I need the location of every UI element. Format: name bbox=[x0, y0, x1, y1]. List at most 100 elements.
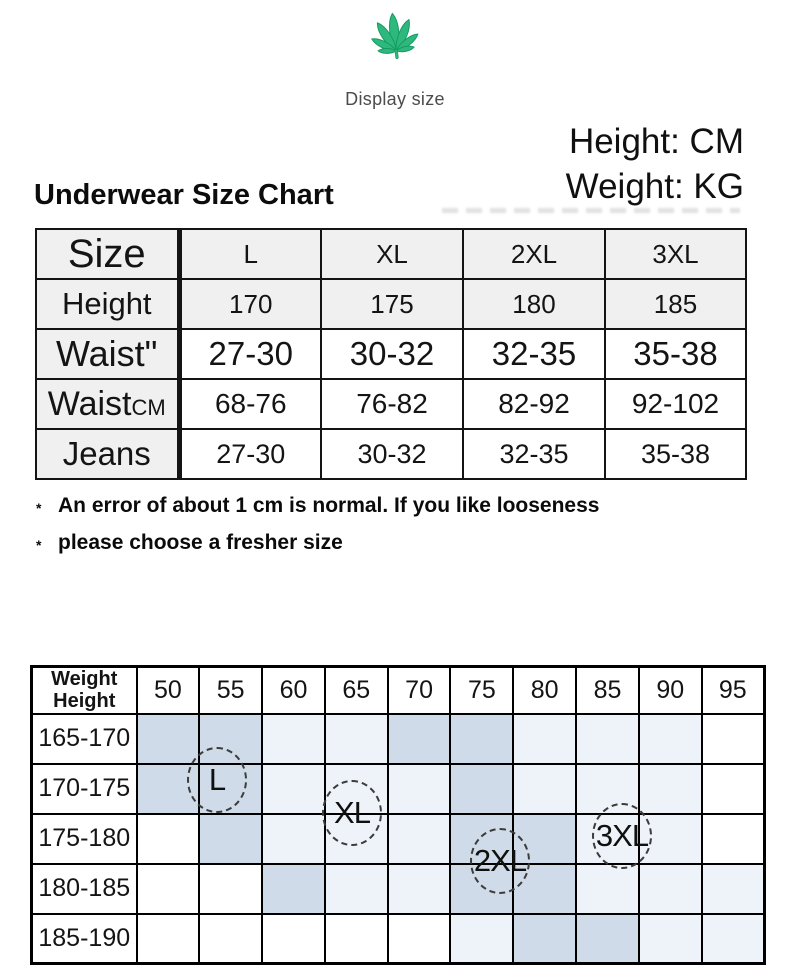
matrix-cell bbox=[386, 912, 452, 965]
note-text: An error of about 1 cm is normal. If you… bbox=[58, 494, 600, 517]
size-table-row-jeans: Jeans 27-30 30-32 32-35 35-38 bbox=[35, 428, 747, 480]
matrix-cell bbox=[449, 912, 515, 965]
matrix-weight-header: 75 bbox=[449, 665, 515, 715]
size-table-value-cell: 35-38 bbox=[604, 328, 747, 380]
matrix-row: 180-185 bbox=[30, 862, 766, 915]
matrix-cell bbox=[261, 912, 326, 965]
matrix-cell bbox=[135, 912, 201, 965]
matrix-cell bbox=[700, 712, 766, 765]
matrix-cell bbox=[575, 712, 640, 765]
matrix-cell bbox=[700, 762, 766, 815]
matrix-row: 175-180 bbox=[30, 812, 766, 865]
size-table-value-cell: 76-82 bbox=[320, 378, 464, 430]
note-line: * An error of about 1 cm is normal. If yo… bbox=[36, 492, 599, 522]
size-table-value-cell: 185 bbox=[604, 278, 747, 330]
matrix-weight-header: 85 bbox=[575, 665, 640, 715]
matrix-cell bbox=[386, 762, 452, 815]
row-label-text: Waist bbox=[47, 384, 132, 423]
corner-weight-label: Weight bbox=[51, 668, 118, 691]
matrix-cell bbox=[575, 912, 640, 965]
matrix-cell bbox=[700, 912, 766, 965]
matrix-cell bbox=[261, 712, 326, 765]
matrix-height-label: 165-170 bbox=[30, 712, 138, 765]
matrix-cell bbox=[198, 862, 264, 915]
matrix-cell bbox=[637, 712, 703, 765]
matrix-corner-cell: Weight Height bbox=[30, 665, 138, 715]
units-weight-line: Weight: KG bbox=[565, 167, 744, 206]
size-table-row-label: WaistCM bbox=[35, 378, 182, 430]
matrix-cell bbox=[512, 762, 578, 815]
matrix-weight-header: 60 bbox=[261, 665, 326, 715]
matrix-cell bbox=[512, 712, 578, 765]
size-table-value-cell: 170 bbox=[178, 278, 322, 330]
matrix-weight-header: 95 bbox=[700, 665, 766, 715]
matrix-cell bbox=[261, 862, 326, 915]
matrix-cell bbox=[135, 862, 201, 915]
matrix-cell bbox=[323, 912, 389, 965]
matrix-cell bbox=[386, 812, 452, 865]
size-region-circle: XL bbox=[322, 780, 382, 846]
matrix-height-label: 180-185 bbox=[30, 862, 138, 915]
size-table-corner-cell: Size bbox=[35, 228, 182, 280]
row-label-unit-suffix: CM bbox=[131, 394, 166, 420]
size-table-header-row: Size L XL 2XL 3XL bbox=[35, 228, 747, 280]
size-table-value-cell: 30-32 bbox=[320, 328, 464, 380]
matrix-cell bbox=[198, 812, 264, 865]
corner-height-label: Height bbox=[53, 690, 116, 713]
leaf-icon bbox=[356, 4, 434, 64]
height-weight-matrix: Weight Height 50 55 60 65 70 75 80 85 90 95 165-170 1… bbox=[30, 665, 766, 965]
size-table-value-cell: 180 bbox=[462, 278, 606, 330]
size-table-column-header: 3XL bbox=[604, 228, 747, 280]
matrix-cell bbox=[449, 762, 515, 815]
size-table-value-cell: 32-35 bbox=[462, 328, 606, 380]
size-table-value-cell: 92-102 bbox=[604, 378, 747, 430]
size-table-row-height: Height 170 175 180 185 bbox=[35, 278, 747, 330]
row-label-text: Jeans bbox=[62, 435, 151, 472]
matrix-height-label: 185-190 bbox=[30, 912, 138, 965]
units-header: Height: CM Weight: KG bbox=[566, 119, 744, 209]
note-line: * please choose a fresher size bbox=[36, 529, 599, 559]
matrix-cell bbox=[512, 912, 578, 965]
size-table-row-waist_cm: WaistCM 68-76 76-82 82-92 92-102 bbox=[35, 378, 747, 430]
matrix-cell bbox=[449, 712, 515, 765]
matrix-row: 170-175 bbox=[30, 762, 766, 815]
size-table-value-cell: 30-32 bbox=[320, 428, 464, 480]
size-table-row-waist_in: Waist" 27-30 30-32 32-35 35-38 bbox=[35, 328, 747, 380]
matrix-cell bbox=[512, 862, 578, 915]
matrix-row: 165-170 bbox=[30, 712, 766, 765]
matrix-cell bbox=[135, 812, 201, 865]
matrix-cell bbox=[386, 712, 452, 765]
matrix-cell bbox=[575, 862, 640, 915]
size-table-row-label: Height bbox=[35, 278, 182, 330]
asterisk-marker: * bbox=[36, 537, 42, 553]
size-region-circle: L bbox=[187, 747, 247, 813]
units-height-line: Height: CM bbox=[568, 122, 744, 161]
matrix-height-label: 170-175 bbox=[30, 762, 138, 815]
matrix-cell bbox=[700, 812, 766, 865]
matrix-cell bbox=[386, 862, 452, 915]
size-table-column-header: XL bbox=[320, 228, 464, 280]
matrix-weight-header: 90 bbox=[637, 665, 703, 715]
smudge-artifact bbox=[442, 208, 740, 213]
matrix-table: Weight Height 50 55 60 65 70 75 80 85 90 95 165-170 1… bbox=[30, 665, 766, 965]
page-title: Underwear Size Chart bbox=[34, 179, 334, 211]
display-size-caption: Display size bbox=[345, 89, 445, 109]
size-table-value-cell: 32-35 bbox=[462, 428, 606, 480]
note-text: please choose a fresher size bbox=[58, 531, 343, 554]
size-table-row-label: Waist" bbox=[35, 328, 182, 380]
size-table-value-cell: 35-38 bbox=[604, 428, 747, 480]
matrix-cell bbox=[323, 862, 389, 915]
matrix-cell bbox=[261, 812, 326, 865]
size-table-value-cell: 68-76 bbox=[178, 378, 322, 430]
notes-block: * An error of about 1 cm is normal. If yo… bbox=[36, 492, 599, 566]
matrix-cell bbox=[637, 762, 703, 815]
size-table-value-cell: 27-30 bbox=[178, 428, 322, 480]
size-table-row-label: Jeans bbox=[35, 428, 182, 480]
matrix-weight-header: 65 bbox=[323, 665, 389, 715]
size-region-circle: 2XL bbox=[470, 828, 530, 894]
row-label-text: Height bbox=[61, 286, 152, 321]
matrix-weight-header: 55 bbox=[198, 665, 264, 715]
size-table-value-cell: 82-92 bbox=[462, 378, 606, 430]
matrix-cell bbox=[637, 862, 703, 915]
